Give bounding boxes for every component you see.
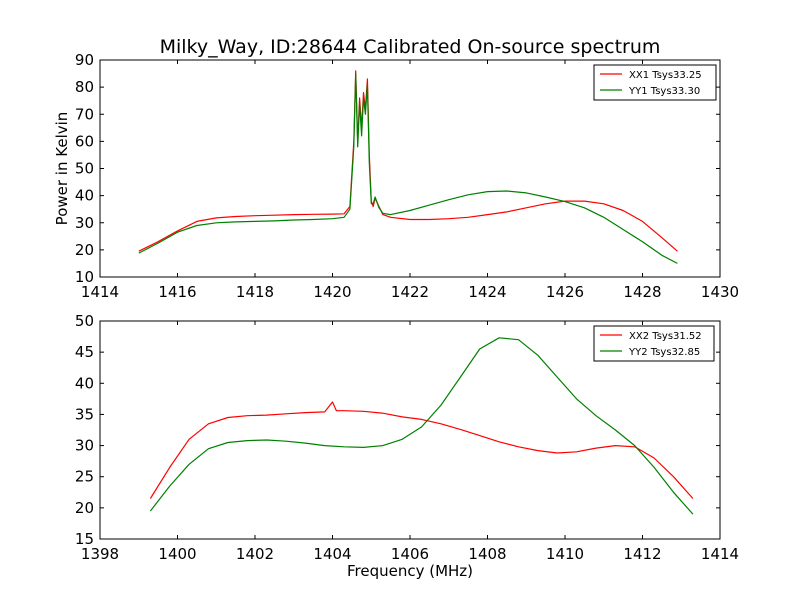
x-tick-label: 1408 bbox=[468, 545, 506, 563]
legend-label: YY1 Tsys33.30 bbox=[628, 86, 700, 97]
legend-1: XX1 Tsys33.25 YY1 Tsys33.30 bbox=[593, 64, 717, 101]
y-tick-label: 70 bbox=[75, 105, 94, 123]
y-tick-label: 25 bbox=[75, 468, 94, 486]
x-tick-label: 1398 bbox=[81, 545, 119, 563]
series-line-2-2 bbox=[149, 337, 694, 515]
y-tick-label: 10 bbox=[75, 268, 94, 286]
x-tick-label: 1404 bbox=[313, 545, 351, 563]
y-tick-label: 15 bbox=[75, 530, 94, 548]
x-tick-label: 1414 bbox=[81, 283, 119, 301]
y-tick-label: 45 bbox=[75, 343, 94, 361]
x-tick-label: 1400 bbox=[158, 545, 196, 563]
series-line-1-2 bbox=[138, 72, 678, 264]
panel-1: 1414 1416 1418 1420 1422 1424 1426 1428 1430 10 20… bbox=[53, 51, 739, 301]
x-tick-label: 1402 bbox=[236, 545, 274, 563]
x-tick-label: 1410 bbox=[546, 545, 584, 563]
x-tick-label: 1418 bbox=[236, 283, 274, 301]
x-tick-label: 1406 bbox=[391, 545, 429, 563]
legend-box bbox=[593, 64, 717, 101]
x-tick-label: 1422 bbox=[391, 283, 429, 301]
figure-title: Milky_Way, ID:28644 Calibrated On-source… bbox=[160, 36, 661, 58]
x-axis-label: Frequency (MHz) bbox=[347, 562, 473, 580]
series-line-2-1 bbox=[149, 401, 694, 499]
y-tick-label: 20 bbox=[75, 499, 94, 517]
legend-label: XX1 Tsys33.25 bbox=[629, 70, 702, 81]
y-tick-label: 80 bbox=[75, 78, 94, 96]
x-tick-label: 1426 bbox=[546, 283, 584, 301]
y-tick-label: 35 bbox=[75, 405, 94, 423]
y-tick-label: 40 bbox=[75, 374, 94, 392]
legend-label: XX2 Tsys31.52 bbox=[629, 331, 702, 342]
x-tick-label: 1412 bbox=[623, 545, 661, 563]
x-tick-label: 1430 bbox=[701, 283, 739, 301]
x-tick-label: 1428 bbox=[623, 283, 661, 301]
y-tick-label: 30 bbox=[75, 437, 94, 455]
y-tick-label: 50 bbox=[75, 160, 94, 178]
y-tick-label: 90 bbox=[75, 51, 94, 69]
y-tick-label: 60 bbox=[75, 132, 94, 150]
y-tick-label: 40 bbox=[75, 187, 94, 205]
y-tick-label: 50 bbox=[75, 312, 94, 330]
plot-panels: 1414 1416 1418 1420 1422 1424 1426 1428 1430 10 20… bbox=[53, 51, 739, 580]
y-tick-label: 30 bbox=[75, 214, 94, 232]
legend-2: XX2 Tsys31.52 YY2 Tsys32.85 bbox=[593, 325, 715, 362]
x-tick-label: 1424 bbox=[468, 283, 506, 301]
x-tick-label: 1416 bbox=[158, 283, 196, 301]
x-tick-label: 1414 bbox=[701, 545, 739, 563]
x-tick-label: 1420 bbox=[313, 283, 351, 301]
legend-label: YY2 Tsys32.85 bbox=[628, 347, 700, 358]
y-tick-label: 20 bbox=[75, 241, 94, 259]
panel-2: 1398 1400 1402 1404 1406 1408 1410 1412 1414 15 20… bbox=[75, 312, 739, 580]
legend-box bbox=[593, 325, 715, 362]
y-axis-label: Power in Kelvin bbox=[53, 112, 71, 226]
